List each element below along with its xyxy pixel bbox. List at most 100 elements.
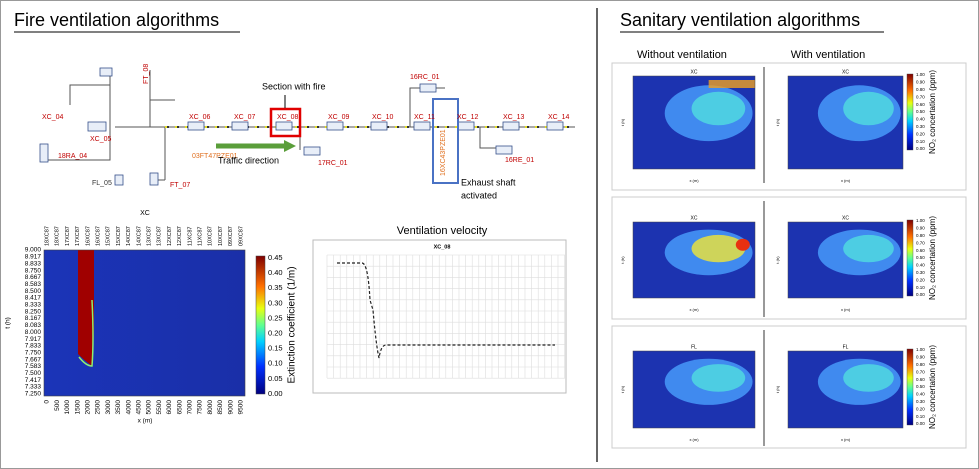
top-label: 14XC87 bbox=[126, 226, 132, 246]
node-label: XC_08 bbox=[277, 114, 299, 121]
colorbar-tick: 0.10 bbox=[268, 359, 283, 368]
axis-label: t (h) bbox=[775, 118, 780, 126]
y-tick-label: 8.583 bbox=[25, 281, 42, 288]
axis-label: t (h) bbox=[620, 118, 625, 126]
colorbar-tick: 0.00 bbox=[268, 389, 283, 398]
panel-title: FL bbox=[691, 344, 697, 350]
y-tick-label: 7.250 bbox=[25, 391, 42, 398]
node-label: FL_05 bbox=[92, 180, 112, 187]
node-label: 17RC_01 bbox=[318, 160, 348, 167]
sanitary-panels bbox=[611, 62, 967, 449]
colorbar-tick: 0.10 bbox=[916, 139, 925, 144]
colorbar-tick: 0.20 bbox=[916, 277, 925, 282]
colorbar-tick: 0.30 bbox=[268, 298, 283, 307]
exhaust-box bbox=[432, 98, 459, 184]
colorbar-tick: 0.80 bbox=[916, 362, 925, 367]
top-label: 09XC87 bbox=[228, 226, 234, 246]
top-label: 18XC87 bbox=[55, 226, 61, 246]
x-tick-label: 8000 bbox=[207, 400, 214, 415]
node-label: XC_05 bbox=[90, 136, 112, 143]
axis-label: x (m) bbox=[689, 437, 699, 442]
colorbar-tick: 0.20 bbox=[916, 131, 925, 136]
y-tick-label: 8.500 bbox=[25, 288, 42, 295]
heatmap-frame bbox=[632, 221, 756, 299]
top-label: 10XC87 bbox=[208, 226, 214, 246]
colorbar-tick: 0.50 bbox=[916, 255, 925, 260]
node-label: XC_06 bbox=[189, 114, 211, 121]
axis-label: x (m) bbox=[689, 178, 699, 183]
colorbar-tick: 0.80 bbox=[916, 87, 925, 92]
panel-title: FL bbox=[843, 344, 849, 350]
colorbar-tick: 0.50 bbox=[916, 109, 925, 114]
heatmap-frame bbox=[787, 75, 904, 170]
panel-title: XC bbox=[691, 69, 698, 75]
colorbar-tick: 0.00 bbox=[916, 146, 925, 151]
node-label: XC_10 bbox=[372, 114, 394, 121]
x-tick-label: 4500 bbox=[136, 400, 143, 415]
colorbar-label: NO₂ concertation (ppm) bbox=[928, 345, 937, 429]
heatmap-frame bbox=[43, 249, 246, 397]
top-label: 17XC87 bbox=[75, 226, 81, 246]
colorbar-tick: 0.35 bbox=[268, 283, 283, 292]
node-label: FT_08 bbox=[143, 64, 150, 84]
x-tick-label: 7500 bbox=[197, 400, 204, 415]
panel-box bbox=[611, 325, 967, 449]
y-tick-label: 7.333 bbox=[25, 384, 42, 391]
colorbar bbox=[906, 348, 914, 426]
top-label: 18XC87 bbox=[44, 226, 50, 246]
y-tick-label: 8.250 bbox=[25, 308, 42, 315]
colorbar-tick: 0.80 bbox=[916, 233, 925, 238]
chart-subtitle: XC_08 bbox=[434, 244, 451, 250]
top-label: 14XC87 bbox=[136, 226, 142, 246]
velocity-grid bbox=[326, 254, 565, 379]
top-label: 13XC87 bbox=[146, 226, 152, 246]
heatmap-title: XC bbox=[140, 210, 150, 217]
x-tick-label: 500 bbox=[54, 400, 61, 411]
y-tick-label: 7.750 bbox=[25, 349, 42, 356]
colorbar-tick: 0.25 bbox=[268, 313, 283, 322]
top-label: 17XC87 bbox=[65, 226, 71, 246]
x-tick-label: 1000 bbox=[64, 400, 71, 415]
heatmap-hot bbox=[78, 250, 94, 366]
colorbar-tick: 0.20 bbox=[268, 328, 283, 337]
velocity-line bbox=[337, 262, 555, 359]
colorbar-tick: 0.30 bbox=[916, 124, 925, 129]
traffic-arrow-head bbox=[284, 140, 296, 152]
x-tick-label: 0 bbox=[44, 400, 51, 404]
heatmap-blob bbox=[843, 91, 894, 126]
x-tick-label: 8500 bbox=[217, 400, 224, 415]
top-label: 09XC87 bbox=[238, 226, 244, 246]
axis-label: t (h) bbox=[775, 256, 780, 264]
axis-label: x (m) bbox=[689, 307, 699, 312]
node-label: XC_12 bbox=[457, 114, 479, 121]
top-label: 12XC87 bbox=[177, 226, 183, 246]
axis-label: t (h) bbox=[620, 385, 625, 393]
node-label: XC_04 bbox=[42, 114, 64, 121]
heatmap-blob bbox=[691, 234, 746, 263]
colorbar bbox=[255, 255, 266, 395]
axis-label: t (h) bbox=[775, 385, 780, 393]
x-tick-label: 9000 bbox=[227, 400, 234, 415]
x-tick-label: 5500 bbox=[156, 400, 163, 415]
colorbar-tick: 0.50 bbox=[916, 384, 925, 389]
axis-label: x (m) bbox=[841, 307, 851, 312]
colorbar-tick: 0.20 bbox=[916, 406, 925, 411]
column-title: With ventilation bbox=[791, 49, 866, 61]
y-tick-label: 8.750 bbox=[25, 267, 42, 274]
x-tick-label: 6000 bbox=[166, 400, 173, 415]
top-label: 16XC87 bbox=[85, 226, 91, 246]
x-tick-label: 6500 bbox=[176, 400, 183, 415]
section-title: Sanitary ventilation algorithms bbox=[620, 10, 860, 30]
colorbar-tick: 0.45 bbox=[268, 253, 283, 262]
y-tick-label: 8.917 bbox=[25, 254, 42, 261]
node-label: XC_09 bbox=[328, 114, 350, 121]
y-tick-label: 7.833 bbox=[25, 343, 42, 350]
y-tick-label: 7.417 bbox=[25, 377, 42, 384]
colorbar-tick: 0.00 bbox=[916, 292, 925, 297]
top-label: 10XC87 bbox=[218, 226, 224, 246]
colorbar bbox=[906, 219, 914, 297]
y-tick-label: 8.417 bbox=[25, 295, 42, 302]
panel-title: XC bbox=[842, 69, 849, 75]
x-tick-label: 3500 bbox=[115, 400, 122, 415]
